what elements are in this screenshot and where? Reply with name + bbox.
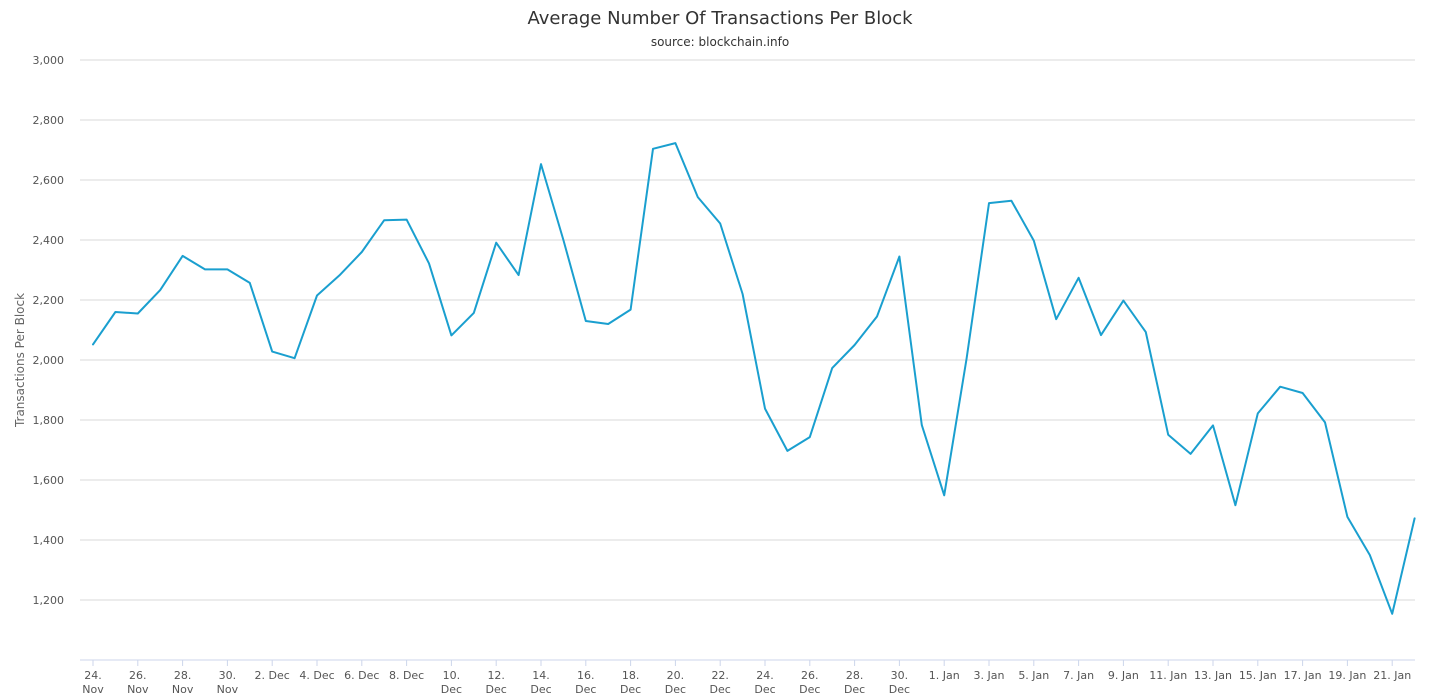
x-tick-label: 14. Dec — [530, 669, 551, 696]
y-tick-label: 2,800 — [33, 114, 65, 127]
grid-lines — [80, 59, 1415, 601]
y-tick-label: 2,400 — [33, 234, 65, 247]
x-tick-label: 10. Dec — [441, 669, 462, 696]
y-axis-ticks: 1,200 1,400 1,600 1,800 2,000 2,200 2,400 2,600… — [33, 54, 65, 607]
x-tick-label: 26. Nov — [127, 669, 149, 696]
chart-subtitle: source: blockchain.info — [651, 35, 789, 49]
series-layer — [92, 142, 1416, 615]
x-tick-label: 6. Dec — [344, 669, 379, 682]
x-tick-label: 19. Jan — [1328, 669, 1366, 682]
x-tick-label: 4. Dec — [299, 669, 334, 682]
y-tick-label: 2,200 — [33, 294, 65, 307]
x-tick-label: 30. Nov — [217, 669, 239, 696]
x-tick-label: 2. Dec — [255, 669, 290, 682]
x-tick-label: 26. Dec — [799, 669, 820, 696]
y-tick-label: 1,600 — [33, 474, 65, 487]
x-tick-label: 8. Dec — [389, 669, 424, 682]
x-tick-label: 28. Dec — [844, 669, 865, 696]
y-tick-label: 2,000 — [33, 354, 65, 367]
y-tick-label: 3,000 — [33, 54, 65, 67]
series-line — [92, 142, 1416, 615]
x-tick-label: 18. Dec — [620, 669, 641, 696]
chart-title: Average Number Of Transactions Per Block — [527, 8, 913, 29]
x-tick-label: 28. Nov — [172, 669, 194, 696]
x-tick-label: 7. Jan — [1063, 669, 1094, 682]
x-tick-label: 9. Jan — [1108, 669, 1139, 682]
x-tick-label: 11. Jan — [1149, 669, 1187, 682]
x-tick-label: 20. Dec — [665, 669, 686, 696]
x-tick-label: 13. Jan — [1194, 669, 1232, 682]
x-tick-label: 22. Dec — [710, 669, 731, 696]
x-axis: 24. Nov 26. Nov 28. Nov 30. Nov 2. Dec 4. Dec 6. D… — [80, 659, 1415, 696]
x-tick-label: 24. Dec — [754, 669, 775, 696]
y-tick-label: 2,600 — [33, 174, 65, 187]
y-tick-label: 1,400 — [33, 534, 65, 547]
x-tick-label: 5. Jan — [1018, 669, 1049, 682]
x-tick-label: 3. Jan — [974, 669, 1005, 682]
x-tick-label: 30. Dec — [889, 669, 910, 696]
y-tick-label: 1,800 — [33, 414, 65, 427]
x-tick-label: 15. Jan — [1239, 669, 1277, 682]
x-tick-label: 16. Dec — [575, 669, 596, 696]
x-tick-label: 1. Jan — [929, 669, 960, 682]
y-tick-label: 1,200 — [33, 594, 65, 607]
x-tick-label: 21. Jan — [1373, 669, 1411, 682]
x-tick-label: 24. Nov — [82, 669, 104, 696]
y-axis-title: Transactions Per Block — [13, 293, 27, 428]
x-tick-label: 17. Jan — [1284, 669, 1322, 682]
x-tick-label: 12. Dec — [486, 669, 507, 696]
